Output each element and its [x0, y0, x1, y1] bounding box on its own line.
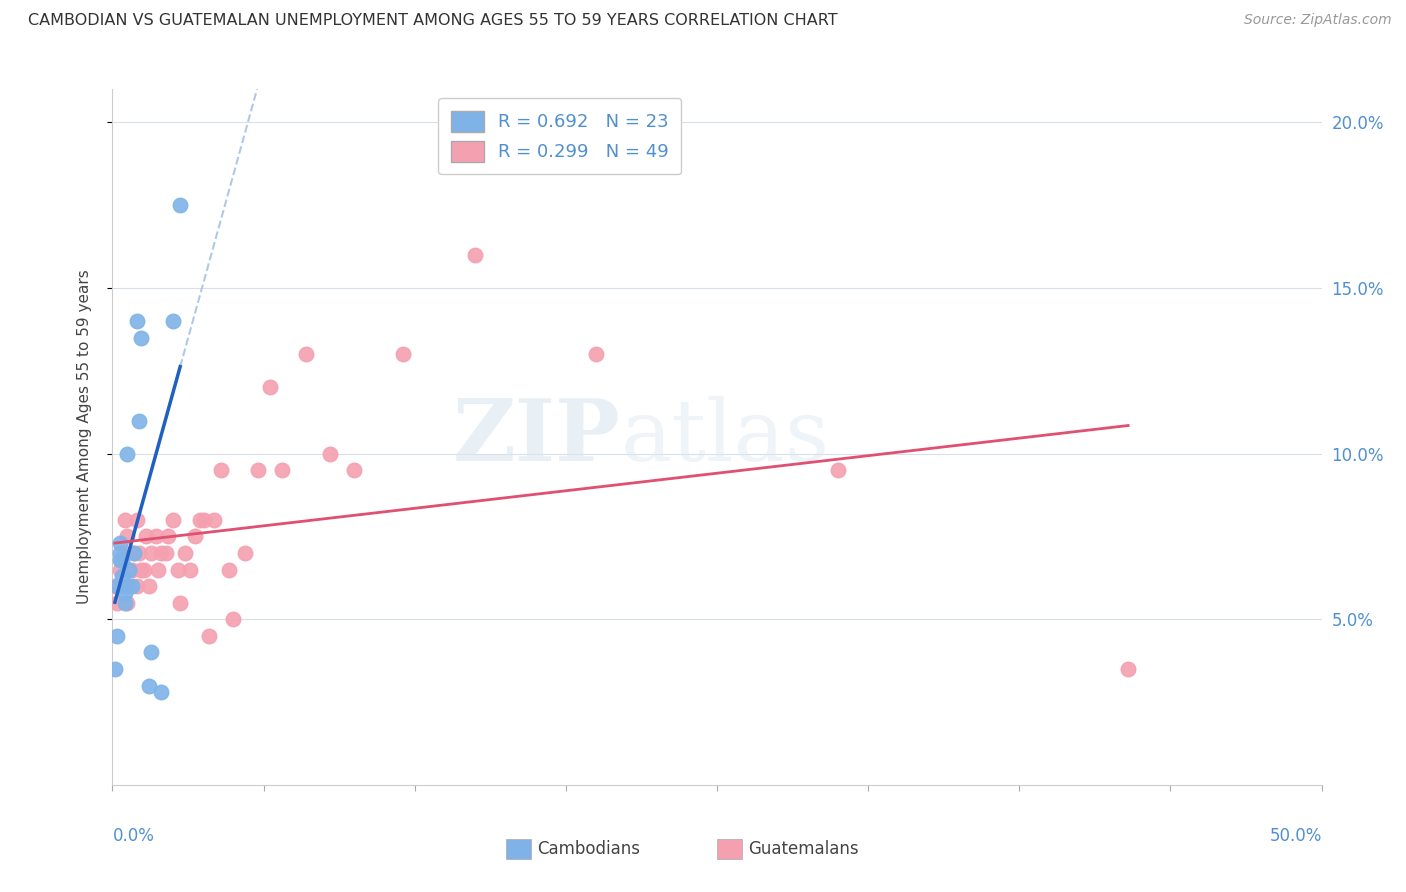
Point: [131, 331, 153, 345]
Point: [1116, 662, 1139, 676]
Point: [218, 563, 240, 577]
Point: [149, 685, 172, 699]
Point: [108, 552, 131, 566]
Text: CAMBODIAN VS GUATEMALAN UNEMPLOYMENT AMONG AGES 55 TO 59 YEARS CORRELATION CHART: CAMBODIAN VS GUATEMALAN UNEMPLOYMENT AMO…: [28, 13, 838, 29]
Point: [128, 546, 150, 560]
Point: [259, 380, 281, 394]
Point: [121, 563, 143, 577]
Text: 0.0%: 0.0%: [112, 827, 155, 845]
Text: ZIP: ZIP: [453, 395, 620, 479]
Point: [114, 586, 136, 600]
Point: [115, 579, 138, 593]
Text: 50.0%: 50.0%: [1270, 827, 1322, 845]
Point: [114, 513, 136, 527]
Point: [222, 612, 245, 626]
Point: [105, 579, 128, 593]
Point: [115, 596, 138, 610]
Point: [114, 596, 136, 610]
Point: [145, 529, 167, 543]
Point: [319, 447, 342, 461]
Point: [104, 662, 127, 676]
Point: [118, 563, 141, 577]
Point: [246, 463, 269, 477]
Point: [115, 447, 138, 461]
Point: [148, 563, 170, 577]
Point: [131, 563, 153, 577]
Point: [128, 413, 150, 427]
Point: [122, 546, 145, 560]
Point: [141, 645, 163, 659]
Point: [235, 546, 257, 560]
Point: [155, 546, 177, 560]
Text: atlas: atlas: [620, 395, 830, 479]
Point: [343, 463, 366, 477]
Point: [162, 314, 184, 328]
Point: [193, 513, 215, 527]
Point: [157, 529, 180, 543]
Text: Guatemalans: Guatemalans: [748, 840, 859, 858]
Point: [209, 463, 232, 477]
Point: [108, 546, 131, 560]
Point: [141, 546, 163, 560]
Text: Source: ZipAtlas.com: Source: ZipAtlas.com: [1244, 13, 1392, 28]
Point: [198, 629, 221, 643]
Point: [105, 629, 128, 643]
Point: [125, 314, 148, 328]
Point: [188, 513, 211, 527]
Point: [111, 552, 134, 566]
Point: [138, 679, 160, 693]
Point: [114, 546, 136, 560]
Point: [111, 579, 134, 593]
Point: [464, 248, 486, 262]
Point: [585, 347, 607, 361]
Point: [174, 546, 197, 560]
Point: [183, 529, 205, 543]
Point: [132, 563, 155, 577]
Point: [122, 546, 145, 560]
Point: [827, 463, 849, 477]
Point: [125, 513, 148, 527]
Text: Cambodians: Cambodians: [537, 840, 640, 858]
Legend: R = 0.692   N = 23, R = 0.299   N = 49: R = 0.692 N = 23, R = 0.299 N = 49: [439, 98, 682, 174]
Point: [295, 347, 318, 361]
Point: [138, 579, 160, 593]
Point: [108, 563, 131, 577]
Point: [270, 463, 292, 477]
Point: [391, 347, 413, 361]
Point: [166, 563, 188, 577]
Point: [125, 579, 148, 593]
Point: [162, 513, 184, 527]
Point: [121, 579, 143, 593]
Point: [105, 596, 128, 610]
Point: [135, 529, 157, 543]
Point: [169, 198, 191, 212]
Y-axis label: Unemployment Among Ages 55 to 59 years: Unemployment Among Ages 55 to 59 years: [77, 269, 91, 605]
Point: [104, 579, 127, 593]
Point: [115, 529, 138, 543]
Point: [149, 546, 172, 560]
Point: [179, 563, 201, 577]
Point: [202, 513, 225, 527]
Point: [169, 596, 191, 610]
Point: [118, 563, 141, 577]
Point: [108, 536, 131, 550]
Point: [111, 569, 134, 583]
